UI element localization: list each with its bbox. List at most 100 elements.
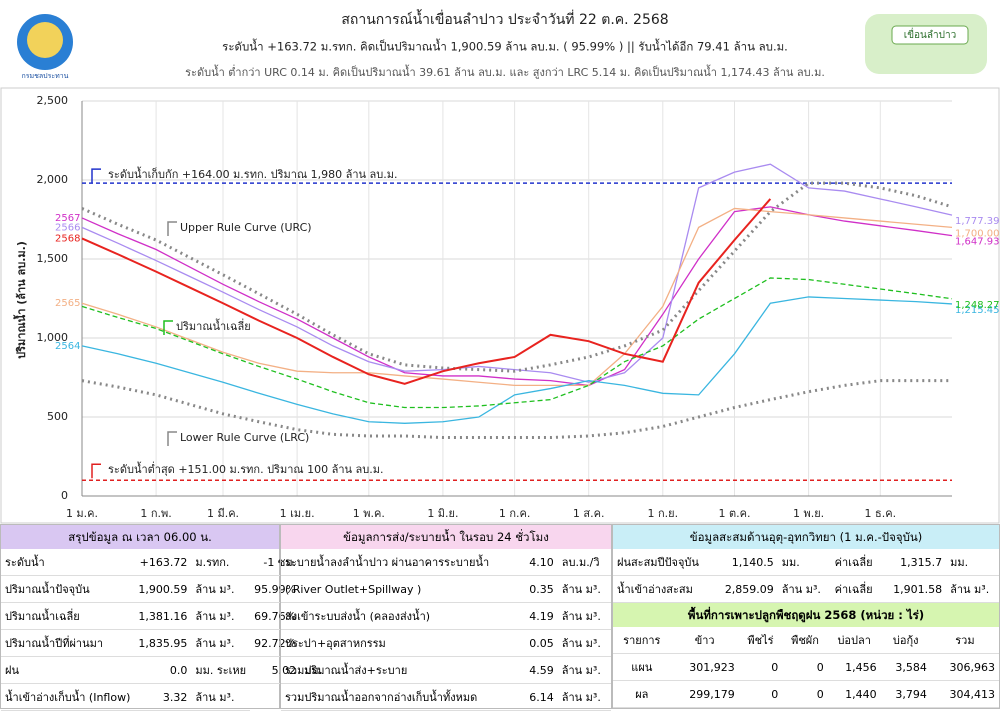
end-label: 1,248.27 (955, 300, 1000, 311)
table-cell: รวมปริมาณน้ำส่ง+ระบาย (281, 656, 521, 684)
table-cell: 1,440 (827, 680, 881, 708)
table-cell: แผน (613, 653, 671, 681)
series-name: 2564 (55, 341, 80, 352)
series-line (81, 207, 953, 387)
table-cell: ( River Outlet+Spillway ) (281, 575, 521, 603)
panel: สรุปข้อมูล ณ เวลา 06.00 น. ระดับน้ำ +163.7… (0, 524, 327, 711)
table-row: ระดับน้ำ +163.72 ม.รทก. -1 ซม. (1, 549, 326, 576)
x-tick-label: 1 ก.ย. (647, 507, 678, 520)
flag-marker (163, 320, 173, 335)
table-cell: น้ำเข้าอ่างสะสม (613, 575, 714, 603)
table-cell: 1,835.95 (134, 629, 192, 657)
x-tick-label: 1 มิ.ย. (427, 507, 458, 520)
column-header: รวม (930, 627, 999, 654)
x-tick-label: 1 ส.ค. (573, 507, 605, 520)
table-cell: ล้าน ม³. (191, 575, 251, 603)
table-row: ประปา+อุตสาหกรรม 0.05 ล้าน ม³. (281, 629, 611, 657)
series-name: Lower Rule Curve (LRC) (180, 431, 309, 444)
chart: กรมชลประทาน เขื่อนลำปาว สถานการณ์น้ำเขื่… (0, 9, 1000, 524)
y-tick-label: 0 (61, 489, 68, 502)
table-cell: 306,963 (930, 653, 999, 681)
panel-title: สรุปข้อมูล ณ เวลา 06.00 น. (1, 525, 279, 549)
subtitle-2: ระดับน้ำ ต่ำกว่า URC 0.14 ม. คิดเป็นปริม… (185, 64, 825, 79)
series-line (81, 198, 772, 385)
table-cell: 1,456 (827, 653, 881, 681)
table-row: ผล 299,179 0 0 1,440 3,794 304,413 (613, 680, 999, 708)
series-name: ปริมาณน้ำเฉลี่ย (176, 318, 251, 333)
table-cell: ล้าน ม³. (777, 575, 831, 603)
x-tick-label: 1 พ.ย. (793, 507, 824, 520)
y-tick-label: 2,000 (37, 173, 69, 186)
table-cell: ล้าน ม³. (557, 683, 611, 711)
x-tick-label: 1 มี.ค. (207, 507, 239, 520)
table-cell: ระบายน้ำลงลำน้ำปาว ผ่านอาคารระบายน้ำ (281, 549, 521, 576)
table-cell: ล้าน ม³. (191, 629, 251, 657)
table-cell: 4.10 (520, 549, 558, 576)
x-tick-label: 1 ก.ค. (499, 507, 531, 520)
table-row: ฝนสะสมปีปัจจุบัน 1,140.5 มม. ค่าเฉลี่ย 1,315… (613, 549, 999, 576)
table-cell: 4.59 (520, 656, 558, 684)
series-line (81, 277, 953, 409)
table-cell: 1,315.7 (882, 549, 947, 576)
table-cell: 1,901.58 (882, 575, 947, 603)
table-cell: 304,413 (930, 680, 999, 708)
x-tick-label: 1 ม.ค. (66, 507, 98, 520)
end-label: 1,647.93 (955, 237, 1000, 248)
table-row: น้ำเข้าอ่างสะสม 2,859.09 ล้าน ม³. ค่าเฉลี่ย… (613, 575, 999, 603)
table-cell: ฝนสะสมปีปัจจุบัน (613, 549, 714, 576)
table-cell: 4.19 (520, 602, 558, 630)
x-tick-label: 1 ต.ค. (719, 507, 751, 520)
flag-marker (91, 463, 101, 479)
table-cell: +163.72 (134, 549, 192, 576)
x-tick-label: 1 พ.ค. (353, 507, 385, 520)
y-tick-label: 2,500 (37, 94, 69, 107)
table-cell: มม. (946, 549, 999, 576)
table-cell: 3,794 (880, 680, 931, 708)
reference-label: ระดับน้ำเก็บกัก +164.00 ม.รทก. ปริมาณ 1,… (108, 166, 398, 181)
table-cell: 1,381.16 (134, 602, 192, 630)
table-cell: 0.0 (134, 656, 192, 684)
table-cell: 0.35 (520, 575, 558, 603)
table-cell: 3,584 (880, 653, 931, 681)
table-row: ฝน 0.0 มม. ระเหย 5.02 มม. (1, 656, 327, 684)
flag-marker (91, 168, 101, 184)
table-row: แผน 301,923 0 0 1,456 3,584 306,963 (613, 653, 999, 681)
y-tick-label: 1,000 (37, 331, 69, 344)
crop-table: รายการ ข้าว พืชไร่ พืชผัก บ่อปลา บ่อกุ้ง รวม แผ… (613, 627, 999, 708)
logo-right-text: เขื่อนลำปาว (904, 27, 956, 41)
panel-title: ข้อมูลการส่ง/ระบายน้ำ ในรอบ 24 ชั่วโมง (281, 525, 611, 549)
table-cell: 0.05 (520, 629, 558, 657)
flag-marker (167, 431, 177, 446)
logo-left-inner (27, 22, 63, 58)
table-row: ปริมาณน้ำปีที่ผ่านมา 1,835.95 ล้าน ม³. 92.7… (1, 629, 326, 657)
column-header: พืชผัก (782, 627, 828, 654)
table-cell: 0 (738, 653, 783, 681)
table-header: รายการ ข้าว พืชไร่ พืชผัก บ่อปลา บ่อกุ้ง รวม (613, 627, 999, 654)
logo-left-text: กรมชลประทาน (22, 72, 69, 80)
reference-label: ระดับน้ำต่ำสุด +151.00 ม.รทก. ปริมาณ 100… (108, 461, 384, 476)
data-table: ระบายน้ำลงลำน้ำปาว ผ่านอาคารระบายน้ำ 4.10… (281, 549, 611, 711)
table-cell: ล้าน ม³. (557, 656, 611, 684)
series-name: 2566 (55, 222, 80, 233)
panel: ข้อมูลการส่ง/ระบายน้ำ ในรอบ 24 ชั่วโมง ระ… (280, 524, 612, 711)
table-cell: รวมปริมาณน้ำออกจากอ่างเก็บน้ำทั้งหมด (281, 683, 521, 711)
table-cell: ปริมาณน้ำปัจจุบัน (1, 575, 135, 603)
table-cell: ล้าน ม³. (191, 683, 251, 711)
table-cell: 1,140.5 (713, 549, 778, 576)
flag-marker (167, 221, 177, 236)
table-cell: 299,179 (670, 680, 739, 708)
table-cell: มม. ระเหย (191, 656, 251, 684)
table-cell: ค่าเฉลี่ย (830, 549, 883, 576)
table-cell: ประปา+อุตสาหกรรม (281, 629, 521, 657)
table-row: ระบายน้ำลงลำน้ำปาว ผ่านอาคารระบายน้ำ 4.10… (281, 549, 611, 576)
table-cell: ล้าน ม³. (946, 575, 999, 603)
panel: ข้อมูลสะสมด้านอุตุ-อุทกวิทยา (1 ม.ค.-ปัจ… (612, 524, 1000, 709)
series-line (81, 296, 953, 424)
series-line (81, 181, 953, 373)
table-cell: ล้าน ม³. (191, 602, 251, 630)
table-cell: ล้าน ม³. (557, 575, 611, 603)
table-cell: ส่งเข้าระบบส่งน้ำ (คลองส่งน้ำ) (281, 602, 521, 630)
tables: สรุปข้อมูล ณ เวลา 06.00 น. ระดับน้ำ +163.7… (0, 524, 1000, 711)
column-header: บ่อปลา (827, 627, 881, 654)
